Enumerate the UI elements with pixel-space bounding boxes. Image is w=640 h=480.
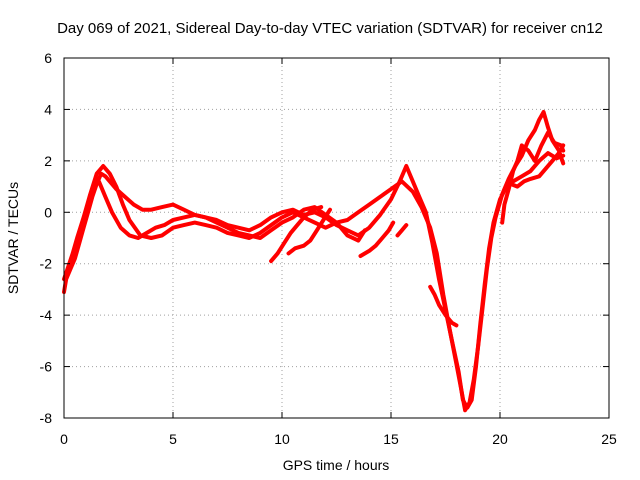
data-series-8 [428, 284, 459, 328]
x-tick-label: 15 [383, 431, 399, 447]
y-tick-label: -2 [40, 256, 53, 272]
data-series-5 [286, 207, 332, 256]
x-tick-label: 5 [169, 431, 177, 447]
plot-frame [63, 57, 610, 419]
chart-title: Day 069 of 2021, Sidereal Day-to-day VTE… [57, 20, 603, 37]
x-tick-label: 25 [601, 431, 617, 447]
data-series-10 [508, 143, 566, 189]
data-series-layer [62, 110, 566, 413]
x-tick-label: 20 [492, 431, 508, 447]
y-tick-label: 6 [44, 50, 52, 66]
y-tick-label: 2 [44, 153, 52, 169]
data-series-9 [500, 130, 566, 225]
data-series-4 [269, 205, 324, 264]
data-series-3 [96, 179, 367, 243]
y-tick-label: -8 [40, 410, 53, 426]
y-tick-label: 4 [44, 101, 52, 117]
x-tick-label: 0 [60, 431, 68, 447]
x-axis-label: GPS time / hours [283, 457, 390, 473]
data-series-6 [358, 220, 396, 258]
grid [64, 58, 609, 418]
axis-ticks: 0 5 10 15 20 25 -8 -6 -4 -2 0 2 4 6 [40, 50, 617, 447]
x-tick-label: 10 [274, 431, 290, 447]
y-tick-label: -4 [40, 307, 53, 323]
y-tick-label: 0 [44, 204, 52, 220]
data-series-2 [62, 110, 566, 413]
data-series-7 [395, 223, 409, 238]
data-series-1 [62, 151, 566, 410]
y-tick-label: -6 [40, 359, 53, 375]
y-axis-label: SDTVAR / TECUs [5, 182, 21, 294]
